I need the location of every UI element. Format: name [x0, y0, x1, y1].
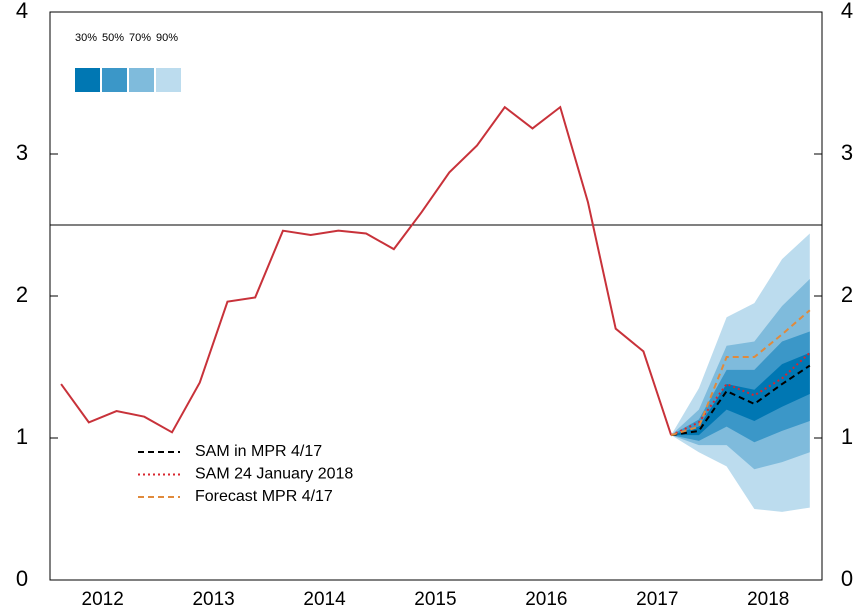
fan-legend-label: 30%: [75, 32, 97, 44]
x-tick-label: 2017: [636, 589, 678, 610]
fan-legend-swatch: [129, 68, 154, 92]
y-tick-label: 0: [16, 566, 28, 591]
x-tick-label: 2012: [82, 589, 124, 610]
fan-band: [671, 352, 810, 436]
y2-tick-label: 4: [841, 0, 853, 23]
y-tick-label: 2: [16, 282, 28, 307]
forecast-line: [670, 364, 811, 437]
y2-tick-label: 2: [841, 282, 853, 307]
legend-label: SAM 24 January 2018: [195, 466, 353, 483]
y-tick-label: 3: [16, 140, 28, 165]
x-tick-label: 2014: [303, 589, 346, 610]
fan-legend-label: 90%: [156, 32, 178, 44]
fan-legend-swatch: [102, 68, 127, 92]
legend-label: Forecast MPR 4/17: [195, 488, 333, 505]
fan-legend-label: 50%: [102, 32, 124, 44]
fan-legend-label: 70%: [129, 32, 151, 44]
y2-tick-label: 0: [841, 566, 853, 591]
x-tick-label: 2015: [414, 589, 456, 610]
forecast-line: [670, 352, 811, 437]
x-tick-label: 2016: [525, 589, 567, 610]
x-tick-label: 2018: [747, 589, 789, 610]
x-tick-label: 2013: [192, 589, 234, 610]
y-tick-label: 4: [16, 0, 28, 23]
y2-tick-label: 1: [841, 424, 853, 449]
y-tick-label: 1: [16, 424, 28, 449]
fan-legend-swatch: [75, 68, 100, 92]
plot-frame: [49, 11, 823, 581]
history-line: [60, 105, 673, 436]
fan-legend-swatch: [156, 68, 181, 92]
y2-tick-label: 3: [841, 140, 853, 165]
forecast-line: [670, 309, 811, 437]
legend-label: SAM in MPR 4/17: [195, 443, 322, 460]
